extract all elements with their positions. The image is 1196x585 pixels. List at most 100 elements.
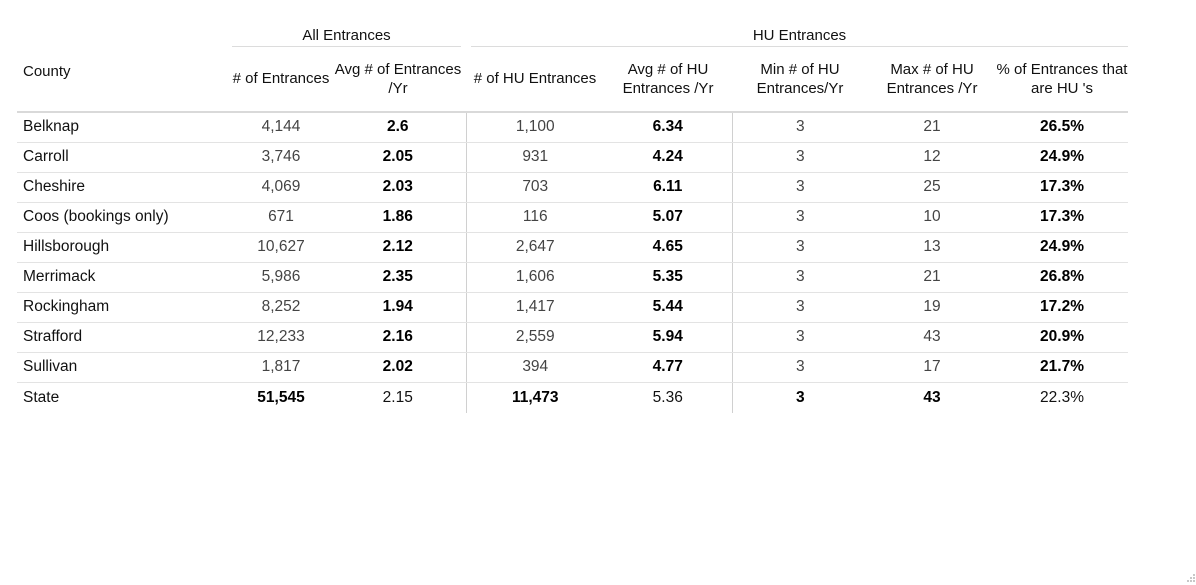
table-body: Belknap 4,144 2.6 1,100 6.34 3 21 26.5% … — [17, 111, 1129, 413]
table-row: Sullivan 1,817 2.02 394 4.77 3 17 21.7% — [17, 352, 1129, 383]
min-hu-cell: 3 — [731, 142, 868, 173]
pct-hu-cell: 21.7% — [996, 352, 1129, 383]
table-row: Strafford 12,233 2.16 2,559 5.94 3 43 20… — [17, 322, 1129, 353]
col-entrances: # of Entrances — [232, 46, 330, 113]
min-hu-cell: 3 — [731, 292, 868, 323]
col-avg-entrances: Avg # of Entrances /Yr — [330, 46, 466, 113]
max-hu-cell: 25 — [868, 172, 996, 203]
avg-entrances-cell: 2.03 — [330, 172, 466, 203]
entrances-cell: 671 — [232, 202, 330, 233]
avg-entrances-cell: 2.05 — [330, 142, 466, 173]
avg-entrances-cell: 2.35 — [330, 262, 466, 293]
avg-entrances-cell: 2.16 — [330, 322, 466, 353]
max-hu-cell: 21 — [868, 111, 996, 143]
min-hu-cell: 3 — [731, 111, 868, 143]
entrances-cell: 3,746 — [232, 142, 330, 173]
avg-hu-cell: 4.65 — [604, 232, 732, 263]
table-row: Rockingham 8,252 1.94 1,417 5.44 3 19 17… — [17, 292, 1129, 323]
table-row: Belknap 4,144 2.6 1,100 6.34 3 21 26.5% — [17, 111, 1129, 143]
county-name: Sullivan — [17, 352, 232, 383]
hu-entrances-cell: 931 — [465, 142, 604, 173]
min-hu-cell: 3 — [731, 202, 868, 233]
total-entrances-cell: 51,545 — [232, 381, 330, 413]
entrances-table: All Entrances HU Entrances County # of E… — [17, 20, 1129, 413]
avg-hu-cell: 5.44 — [604, 292, 732, 323]
avg-entrances-cell: 2.12 — [330, 232, 466, 263]
entrances-cell: 1,817 — [232, 352, 330, 383]
county-name: Strafford — [17, 322, 232, 353]
hu-entrances-cell: 394 — [465, 352, 604, 383]
pct-hu-cell: 24.9% — [996, 142, 1129, 173]
total-max-hu-cell: 43 — [868, 381, 996, 413]
total-min-hu-cell: 3 — [731, 381, 868, 413]
pct-hu-cell: 20.9% — [996, 322, 1129, 353]
min-hu-cell: 3 — [731, 352, 868, 383]
avg-hu-cell: 4.77 — [604, 352, 732, 383]
avg-hu-cell: 5.07 — [604, 202, 732, 233]
hu-entrances-cell: 1,417 — [465, 292, 604, 323]
min-hu-cell: 3 — [731, 232, 868, 263]
hu-entrances-cell: 703 — [465, 172, 604, 203]
total-row: State 51,545 2.15 11,473 5.36 3 43 22.3% — [17, 381, 1129, 413]
table-row: Carroll 3,746 2.05 931 4.24 3 12 24.9% — [17, 142, 1129, 173]
col-county: County — [17, 46, 232, 113]
col-avg-hu: Avg # of HU Entrances /Yr — [604, 46, 732, 113]
hu-entrances-cell: 2,559 — [465, 322, 604, 353]
max-hu-cell: 17 — [868, 352, 996, 383]
county-name: Carroll — [17, 142, 232, 173]
avg-entrances-cell: 1.94 — [330, 292, 466, 323]
resize-grip-icon — [1187, 574, 1195, 582]
pct-hu-cell: 24.9% — [996, 232, 1129, 263]
entrances-cell: 8,252 — [232, 292, 330, 323]
max-hu-cell: 21 — [868, 262, 996, 293]
avg-entrances-cell: 1.86 — [330, 202, 466, 233]
col-max-hu: Max # of HU Entrances /Yr — [868, 46, 996, 113]
county-name: Hillsborough — [17, 232, 232, 263]
group-all-entrances: All Entrances — [232, 20, 466, 47]
total-pct-hu-cell: 22.3% — [996, 381, 1129, 413]
pct-hu-cell: 17.3% — [996, 172, 1129, 203]
col-hu-entrances: # of HU Entrances — [466, 46, 604, 113]
avg-hu-cell: 5.35 — [604, 262, 732, 293]
avg-hu-cell: 6.34 — [604, 111, 732, 143]
pct-hu-cell: 26.5% — [996, 111, 1129, 143]
total-avg-hu-cell: 5.36 — [604, 381, 732, 413]
group-hu-entrances: HU Entrances — [460, 20, 1129, 47]
avg-entrances-cell: 2.02 — [330, 352, 466, 383]
entrances-cell: 12,233 — [232, 322, 330, 353]
hu-entrances-cell: 1,100 — [465, 111, 604, 143]
county-name: Cheshire — [17, 172, 232, 203]
column-header-row: County # of Entrances Avg # of Entrances… — [17, 46, 1129, 113]
table-row: Merrimack 5,986 2.35 1,606 5.35 3 21 26.… — [17, 262, 1129, 293]
entrances-cell: 4,144 — [232, 111, 330, 143]
county-name: Merrimack — [17, 262, 232, 293]
max-hu-cell: 10 — [868, 202, 996, 233]
max-hu-cell: 19 — [868, 292, 996, 323]
col-pct-hu: % of Entrances that are HU 's — [996, 46, 1129, 113]
col-min-hu: Min # of HU Entrances/Yr — [732, 46, 868, 113]
hu-entrances-cell: 116 — [465, 202, 604, 233]
min-hu-cell: 3 — [731, 322, 868, 353]
max-hu-cell: 12 — [868, 142, 996, 173]
table-row: Coos (bookings only) 671 1.86 116 5.07 3… — [17, 202, 1129, 233]
entrances-cell: 5,986 — [232, 262, 330, 293]
min-hu-cell: 3 — [731, 262, 868, 293]
county-name: Coos (bookings only) — [17, 202, 232, 233]
entrances-table-container: All Entrances HU Entrances County # of E… — [17, 20, 1129, 413]
max-hu-cell: 43 — [868, 322, 996, 353]
table-row: Hillsborough 10,627 2.12 2,647 4.65 3 13… — [17, 232, 1129, 263]
total-label: State — [17, 381, 232, 413]
pct-hu-cell: 17.3% — [996, 202, 1129, 233]
county-name: Belknap — [17, 111, 232, 143]
avg-entrances-cell: 2.6 — [330, 111, 466, 143]
min-hu-cell: 3 — [731, 172, 868, 203]
max-hu-cell: 13 — [868, 232, 996, 263]
county-name: Rockingham — [17, 292, 232, 323]
total-hu-entrances-cell: 11,473 — [465, 381, 604, 413]
pct-hu-cell: 26.8% — [996, 262, 1129, 293]
table-row: Cheshire 4,069 2.03 703 6.11 3 25 17.3% — [17, 172, 1129, 203]
group-spacer — [17, 20, 232, 47]
pct-hu-cell: 17.2% — [996, 292, 1129, 323]
total-avg-entrances-cell: 2.15 — [330, 381, 466, 413]
entrances-cell: 10,627 — [232, 232, 330, 263]
